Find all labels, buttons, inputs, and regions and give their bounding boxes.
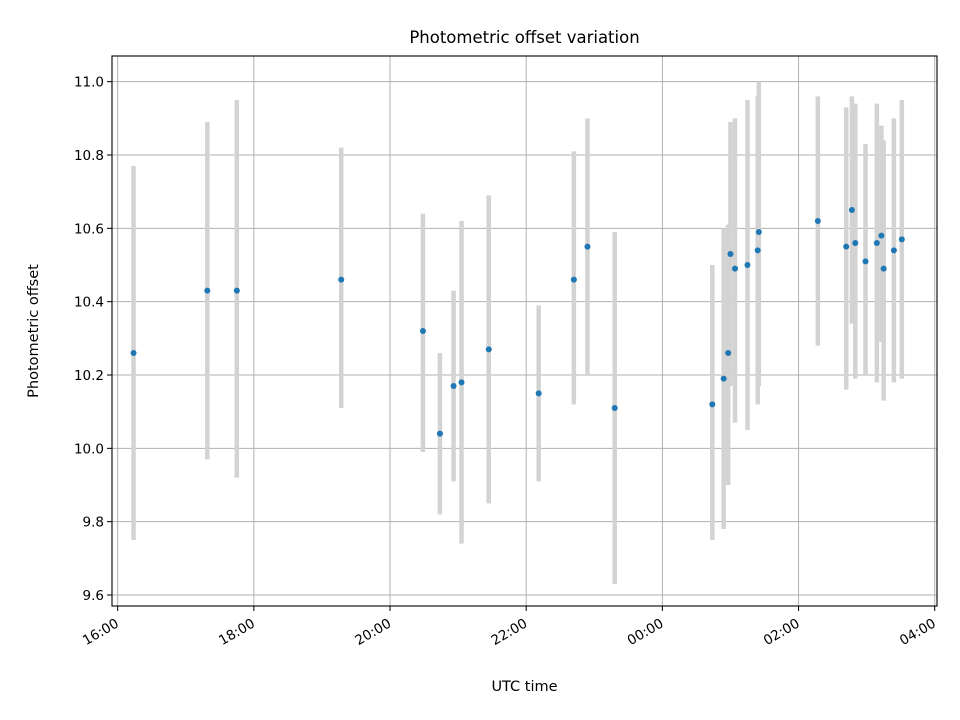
y-axis-label: Photometric offset	[26, 264, 42, 398]
data-point	[732, 265, 739, 272]
y-axis-ticks: 9.6 9.8 10.0 10.2 10.4 10.6 10.8 11.0	[74, 75, 112, 604]
data-point	[755, 229, 762, 235]
data-point	[485, 346, 492, 353]
data-point	[843, 243, 850, 250]
data-point	[727, 251, 734, 257]
data-point	[458, 379, 465, 386]
y-tick-label: 11.0	[74, 75, 104, 91]
data-point	[130, 350, 137, 356]
data-point	[890, 247, 897, 254]
data-point	[611, 405, 618, 411]
data-point	[880, 265, 887, 272]
data-point	[535, 390, 542, 397]
data-point	[338, 276, 345, 283]
y-tick-label: 10.8	[74, 148, 104, 164]
data-points	[130, 207, 905, 437]
data-point	[878, 232, 885, 239]
data-point	[709, 401, 716, 408]
data-point	[233, 287, 240, 294]
data-point	[862, 258, 869, 265]
chart-title: Photometric offset variation	[409, 28, 639, 47]
y-tick-label: 10.4	[74, 295, 104, 311]
data-point	[450, 383, 457, 389]
data-point	[848, 207, 855, 213]
grid-lines	[112, 56, 937, 606]
plot-frame	[111, 55, 938, 607]
data-point	[584, 243, 591, 250]
data-point	[725, 350, 732, 356]
data-point	[814, 218, 821, 224]
y-tick-label: 9.8	[83, 515, 104, 531]
data-point	[419, 328, 426, 334]
data-point	[873, 240, 880, 246]
data-point	[570, 276, 577, 283]
data-point	[898, 236, 905, 243]
y-tick-label: 9.6	[83, 588, 104, 604]
data-point	[720, 375, 727, 382]
data-point	[852, 240, 859, 246]
x-axis-label: UTC time	[491, 679, 557, 695]
y-tick-label: 10.6	[74, 221, 104, 237]
y-tick-label: 10.0	[74, 441, 104, 457]
y-tick-label: 10.2	[74, 368, 104, 384]
data-point	[436, 430, 443, 437]
data-point	[744, 262, 751, 268]
data-point	[204, 287, 211, 294]
data-point	[754, 247, 761, 254]
